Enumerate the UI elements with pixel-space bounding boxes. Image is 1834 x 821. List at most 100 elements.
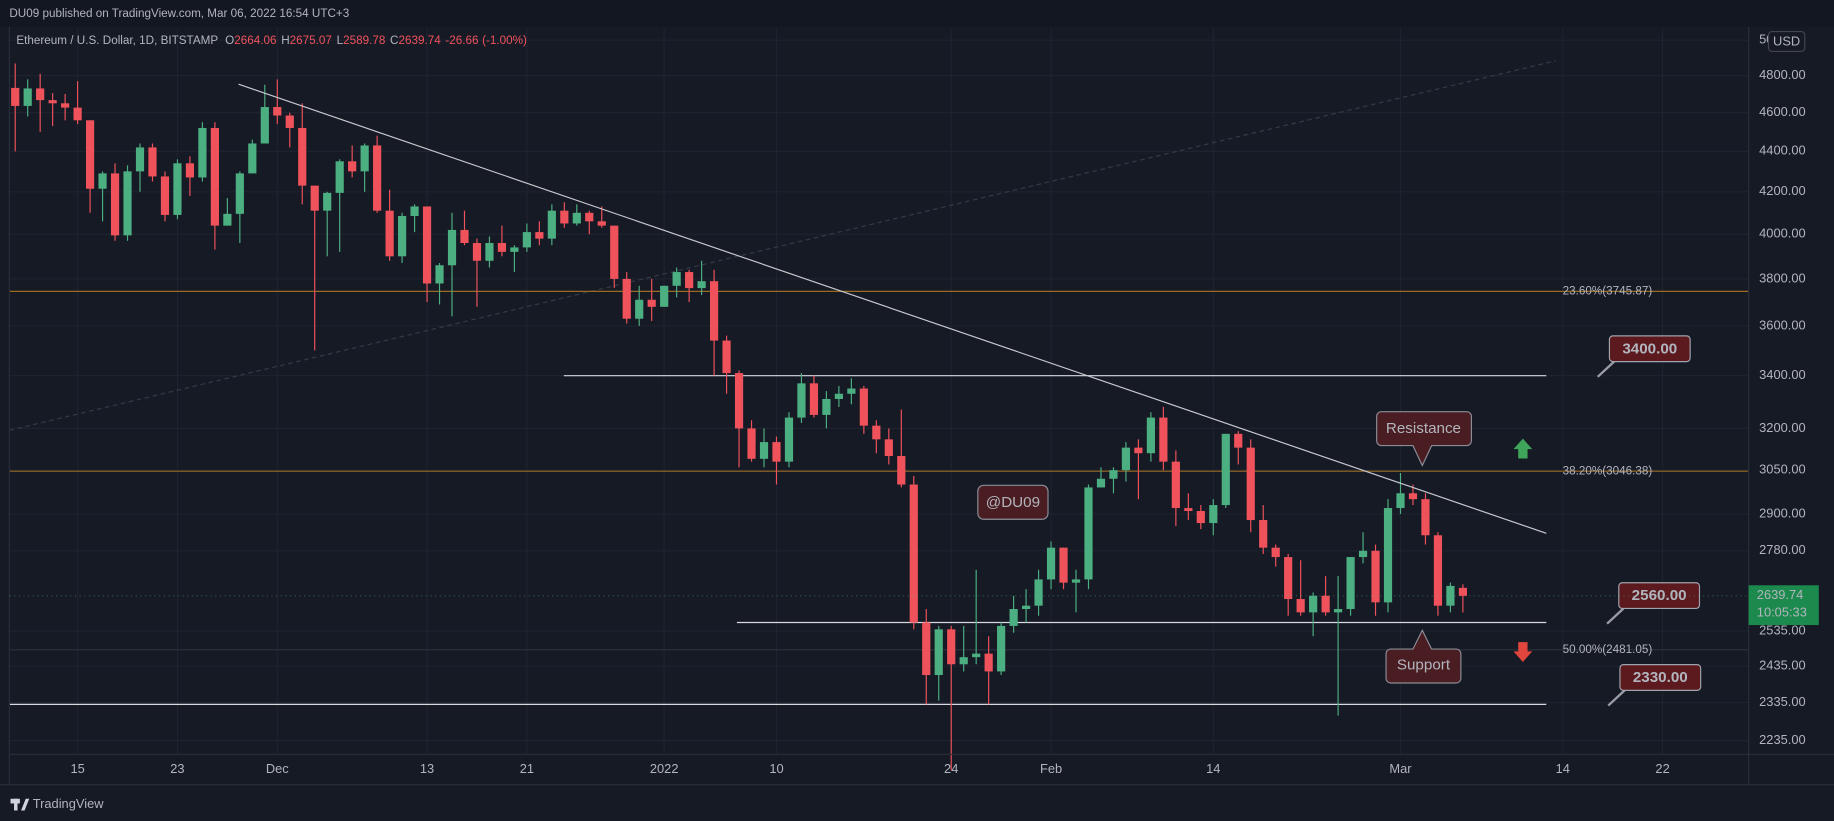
- arrow-down: [1513, 642, 1533, 662]
- author-callout: @DU09: [977, 484, 1049, 520]
- y-tick-label: 3200.00: [1759, 420, 1805, 435]
- candle-body: [1021, 605, 1031, 610]
- x-tick-label: 22: [1655, 761, 1669, 776]
- ohlc-value: 2664.06: [234, 34, 276, 47]
- candle-body: [722, 340, 731, 374]
- candle-body: [984, 653, 993, 672]
- candle-body: [1084, 487, 1093, 580]
- candle-body: [709, 281, 719, 341]
- candle-body: [1271, 547, 1280, 558]
- y-tick-label: 3400.00: [1759, 367, 1805, 382]
- candle-body: [685, 272, 694, 289]
- footer: TradingView: [10, 796, 104, 811]
- candle-body: [497, 243, 507, 252]
- candle-body: [1109, 470, 1118, 479]
- ohlc-value: 2589.78: [343, 34, 385, 47]
- ohlc-key: O: [225, 34, 234, 47]
- candle-body: [597, 221, 606, 226]
- symbol-title: Ethereum / U.S. Dollar, 1D, BITSTAMP: [16, 34, 218, 47]
- candle-body: [210, 127, 219, 226]
- candle-body: [335, 161, 344, 193]
- candle-body: [447, 229, 457, 266]
- candle-body: [834, 393, 843, 399]
- levels: 23.60%(3745.87) 38.20%(3046.38) 50.00%(248…: [9, 284, 1749, 707]
- candle-body: [110, 173, 120, 236]
- candle-body: [635, 299, 644, 319]
- callout-box: [1608, 335, 1691, 363]
- candle-body: [61, 103, 70, 108]
- callout-box: [1619, 664, 1702, 691]
- axes: 5000.004800.004600.004400.004200.004000.…: [9, 30, 1819, 776]
- support-callout: Support: [1385, 629, 1462, 684]
- candle-body: [135, 147, 145, 172]
- candle-body: [1159, 417, 1168, 462]
- candle-body: [1321, 595, 1330, 613]
- candle-body: [460, 229, 469, 244]
- candle-body: [997, 625, 1006, 672]
- candle-body: [784, 417, 794, 462]
- x-tick-label: 23: [170, 761, 184, 776]
- callout-pointer: [1606, 607, 1625, 625]
- candle-body: [98, 173, 107, 189]
- price-axis-bg: [1748, 26, 1834, 785]
- candle-body: [847, 388, 856, 394]
- candle-body: [310, 185, 319, 211]
- candle-body: [48, 100, 57, 104]
- y-tick-label: 4400.00: [1759, 143, 1805, 158]
- candle-body: [298, 127, 307, 186]
- candle-body: [660, 285, 669, 307]
- annotation-text: @DU09: [986, 494, 1040, 511]
- candle-body: [1171, 461, 1180, 509]
- candle-body: [223, 213, 232, 226]
- candle-body: [1383, 508, 1393, 603]
- candle-body: [348, 161, 357, 172]
- callout-pointer: [1596, 360, 1615, 378]
- y-tick-label: 4200.00: [1759, 183, 1805, 198]
- candle-body: [972, 653, 981, 658]
- candle-body: [560, 210, 569, 224]
- candle-body: [1096, 478, 1106, 488]
- candle-body: [1246, 447, 1255, 521]
- fib-label: 50.00%(2481.05): [1563, 643, 1653, 656]
- ohlc-value: 2639.74: [398, 34, 441, 47]
- candle-body: [647, 299, 656, 307]
- candle-body: [198, 127, 207, 178]
- currency-badge: [1767, 30, 1806, 53]
- candle-body: [697, 281, 706, 289]
- y-tick-label: 2235.00: [1759, 732, 1805, 747]
- symbol-legend: Ethereum / U.S. Dollar, 1D, BITSTAMP O266…: [16, 34, 527, 47]
- price-tag: [1748, 585, 1819, 626]
- candle-body: [884, 439, 893, 457]
- candle-body: [160, 176, 170, 215]
- candles: [11, 63, 1467, 771]
- candle-body: [1396, 493, 1405, 509]
- candle-body: [535, 232, 544, 239]
- candle-body: [185, 163, 195, 178]
- x-tick-label: 21: [520, 761, 534, 776]
- level-label: 2330.00: [1633, 669, 1688, 686]
- x-tick-label: Dec: [266, 761, 289, 776]
- candle-body: [435, 265, 444, 284]
- candle-body: [235, 173, 244, 214]
- candle-body: [922, 622, 931, 676]
- channel-line: [9, 60, 1556, 431]
- candle-body: [772, 442, 781, 462]
- callout-pointer: [1607, 689, 1626, 707]
- candle-body: [897, 456, 906, 485]
- candle-body: [485, 243, 494, 261]
- candle-body: [1284, 557, 1293, 600]
- candle-body: [323, 192, 332, 211]
- candle-body: [1009, 609, 1018, 626]
- candle-body: [1334, 609, 1343, 613]
- candle-body: [1209, 505, 1218, 524]
- callout-box: [1376, 411, 1472, 467]
- level-label: 3400.00: [1622, 340, 1677, 357]
- candle-body: [734, 373, 744, 429]
- candle-body: [410, 206, 419, 216]
- candle-body: [622, 278, 631, 319]
- trend-line: [238, 83, 1547, 534]
- candle-body: [797, 383, 806, 418]
